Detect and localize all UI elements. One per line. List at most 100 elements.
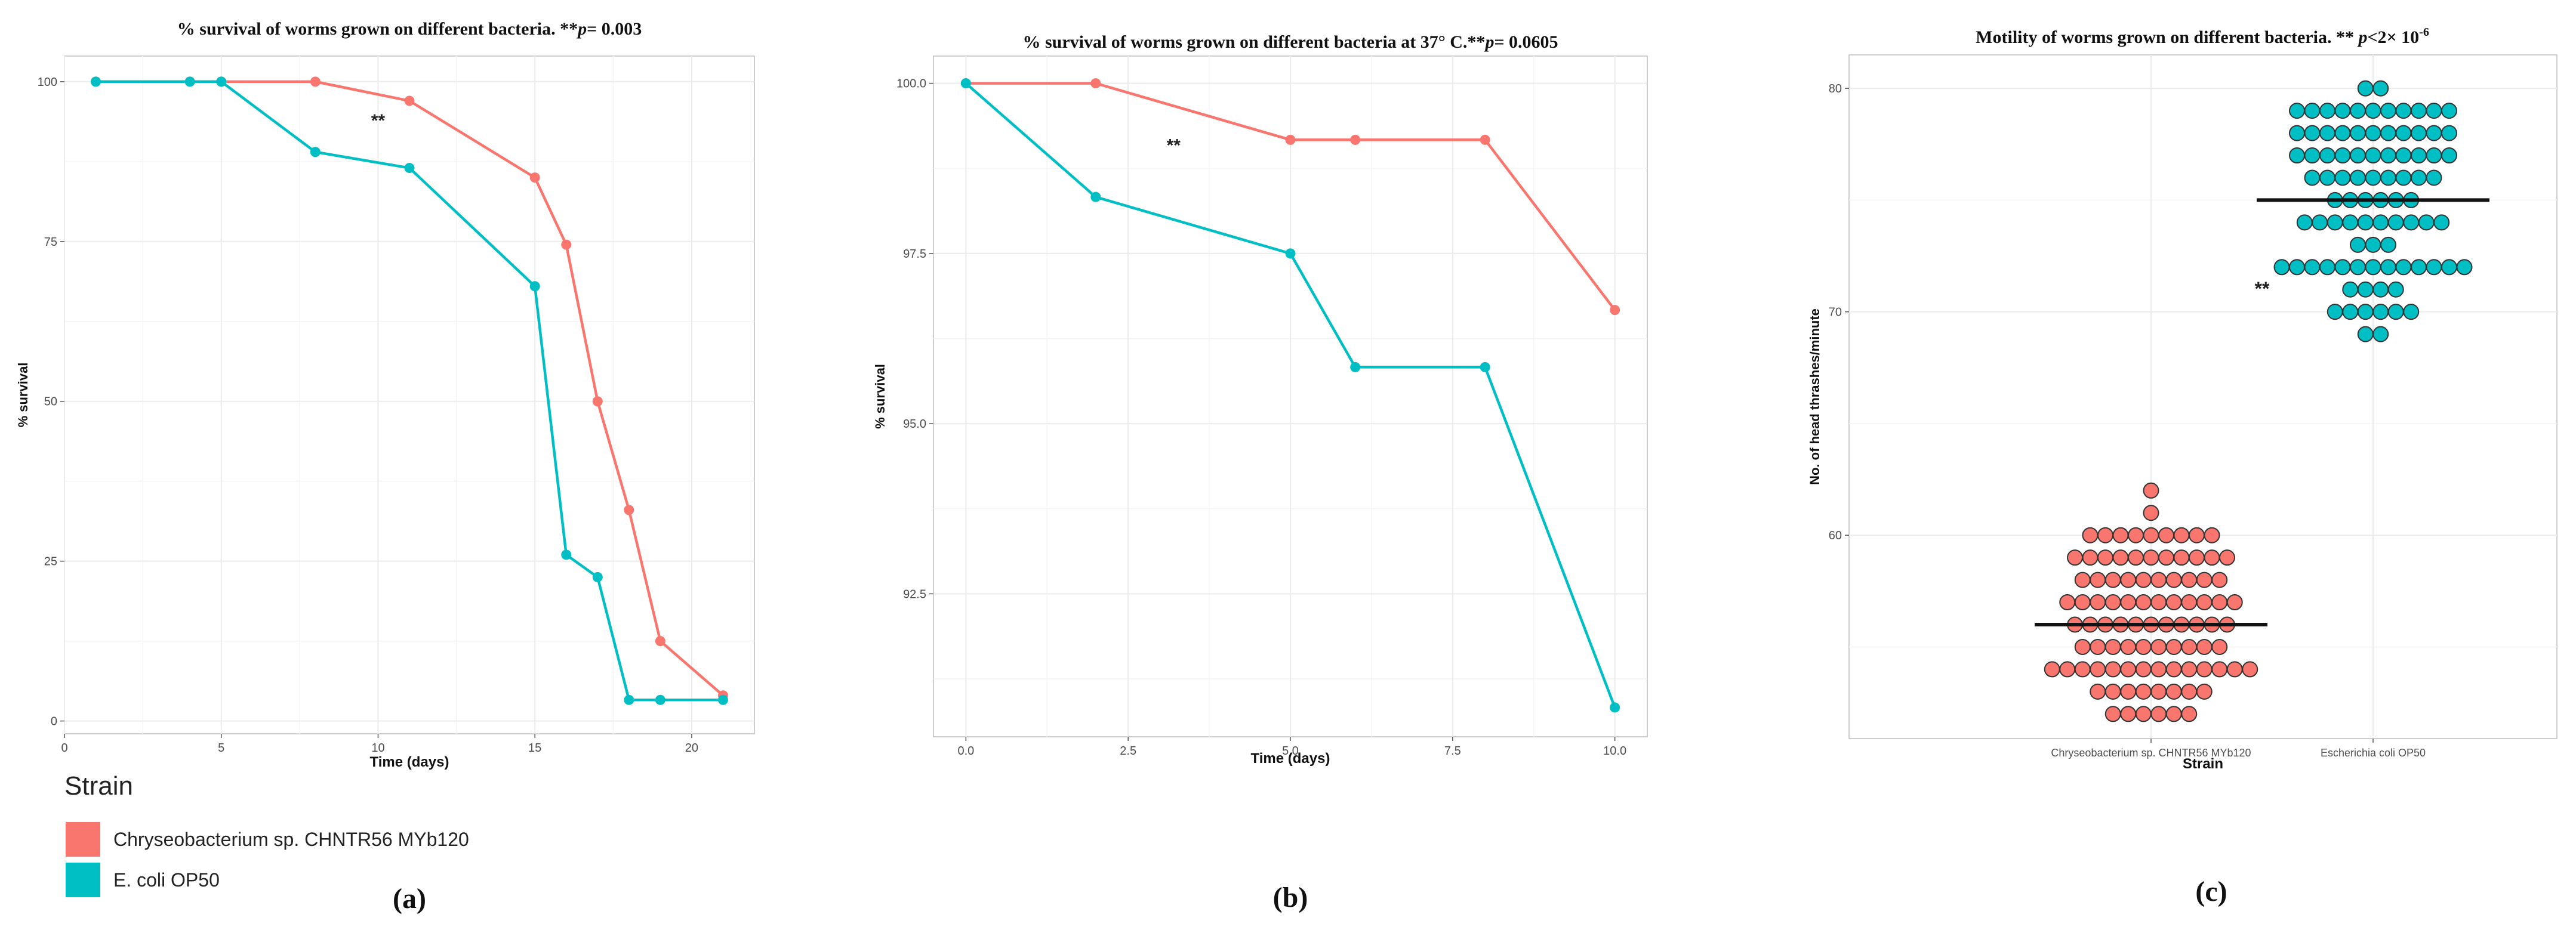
legend: Strain Chryseobacterium sp. CHNTR56 MYb12… (64, 771, 469, 897)
dot-ecoli (2403, 304, 2420, 320)
dot-ecoli (2319, 259, 2335, 276)
dot-ecoli (2372, 281, 2389, 298)
y-tick-label: 50 (44, 396, 57, 409)
dot-chryseo (2120, 572, 2137, 588)
dot-chryseo (2044, 661, 2060, 678)
dot-ecoli (2456, 259, 2473, 276)
dot-chryseo (2173, 527, 2190, 543)
data-point-ecoli (1480, 362, 1490, 372)
dot-chryseo (2143, 482, 2159, 499)
dot-chryseo (2226, 594, 2243, 611)
dot-chryseo (2059, 594, 2076, 611)
y-tick-label: 95.0 (903, 418, 926, 431)
dot-chryseo (2158, 549, 2174, 566)
category-label: Chryseobacterium sp. CHNTR56 MYb120 (2051, 747, 2251, 759)
dot-chryseo (2090, 683, 2106, 700)
plot-frame (64, 55, 755, 734)
dot-chryseo (2104, 683, 2121, 700)
data-point-ecoli (1610, 702, 1620, 713)
x-tick-label: 0.0 (957, 745, 974, 758)
chart-title-suffix: = 0.0605 (1494, 32, 1558, 52)
dot-ecoli (2395, 259, 2412, 276)
dot-ecoli (2350, 103, 2366, 119)
dot-ecoli (2426, 147, 2442, 164)
dot-chryseo (2104, 706, 2121, 722)
dot-chryseo (2196, 638, 2213, 655)
panel-caption: (b) (1273, 882, 1308, 913)
dot-chryseo (2242, 661, 2258, 678)
series-line-ecoli (965, 82, 1616, 708)
x-tick-label: 20 (685, 742, 698, 755)
dot-chryseo (2135, 594, 2152, 611)
dot-ecoli (2319, 169, 2335, 186)
dot-chryseo (2128, 527, 2144, 543)
data-point-ecoli (310, 147, 321, 157)
dot-ecoli (2304, 103, 2321, 119)
category-label: Escherichia coli OP50 (2321, 747, 2426, 759)
dot-chryseo (2067, 549, 2083, 566)
dot-ecoli (2411, 259, 2427, 276)
dot-chryseo (2104, 594, 2121, 611)
dot-chryseo (2104, 638, 2121, 655)
dot-ecoli (2334, 147, 2351, 164)
legend-label: E. coli OP50 (113, 869, 220, 891)
dot-ecoli (2357, 304, 2374, 320)
chart-title-suffix: = 0.003 (587, 19, 642, 39)
dot-ecoli (2342, 281, 2359, 298)
dot-ecoli (2350, 236, 2366, 253)
dot-chryseo (2104, 661, 2121, 678)
data-point-chryseo (1285, 134, 1296, 145)
dot-ecoli (2289, 147, 2305, 164)
chart-title-p: p (1483, 32, 1494, 52)
dot-ecoli (2372, 326, 2389, 342)
dot-chryseo (2181, 572, 2198, 588)
dot-chryseo (2165, 683, 2182, 700)
dot-ecoli (2327, 214, 2343, 231)
dot-chryseo (2211, 572, 2228, 588)
dot-chryseo (2150, 594, 2167, 611)
dot-ecoli (2365, 259, 2381, 276)
dot-ecoli (2372, 214, 2389, 231)
y-axis-label: % survival (873, 364, 888, 429)
x-tick-label: 10 (371, 742, 384, 755)
dot-chryseo (2181, 638, 2198, 655)
dot-chryseo (2135, 706, 2152, 722)
y-tick-label: 25 (44, 555, 57, 569)
data-point-ecoli (1350, 362, 1361, 372)
dot-chryseo (2181, 706, 2198, 722)
dot-chryseo (2150, 572, 2167, 588)
data-point-chryseo (1350, 134, 1361, 145)
dot-ecoli (2411, 103, 2427, 119)
dot-chryseo (2120, 683, 2137, 700)
dot-ecoli (2441, 103, 2457, 119)
dot-ecoli (2304, 125, 2321, 141)
dot-ecoli (2380, 259, 2396, 276)
chart-title-a: % survival of worms grown on different b… (177, 19, 642, 39)
dot-chryseo (2204, 549, 2220, 566)
dot-ecoli (2334, 125, 2351, 141)
x-axis-label: Strain (2183, 756, 2223, 772)
y-tick-label: 70 (1829, 306, 1842, 319)
data-point-chryseo (529, 172, 540, 183)
y-tick-label: 60 (1829, 529, 1842, 542)
dot-ecoli (2441, 147, 2457, 164)
data-point-ecoli (184, 76, 195, 87)
dot-chryseo (2181, 683, 2198, 700)
dot-chryseo (2226, 661, 2243, 678)
data-point-chryseo (561, 239, 572, 250)
dot-ecoli (2334, 259, 2351, 276)
chart-title-superscript: -6 (2419, 26, 2429, 39)
plot-panel-c: 60 70 80 Chryseobacterium sp. CHNTR56 MYb12… (1829, 54, 2557, 759)
dot-chryseo (2211, 661, 2228, 678)
dot-chryseo (2150, 706, 2167, 722)
dot-chryseo (2097, 549, 2113, 566)
dot-chryseo (2120, 661, 2137, 678)
x-tick-label: 5.0 (1282, 745, 1299, 758)
dot-chryseo (2165, 594, 2182, 611)
y-axis-label: % survival (16, 363, 30, 428)
dot-chryseo (2204, 527, 2220, 543)
dot-chryseo (2219, 549, 2235, 566)
dot-ecoli (2380, 147, 2396, 164)
dot-ecoli (2426, 259, 2442, 276)
data-point-ecoli (404, 163, 415, 174)
